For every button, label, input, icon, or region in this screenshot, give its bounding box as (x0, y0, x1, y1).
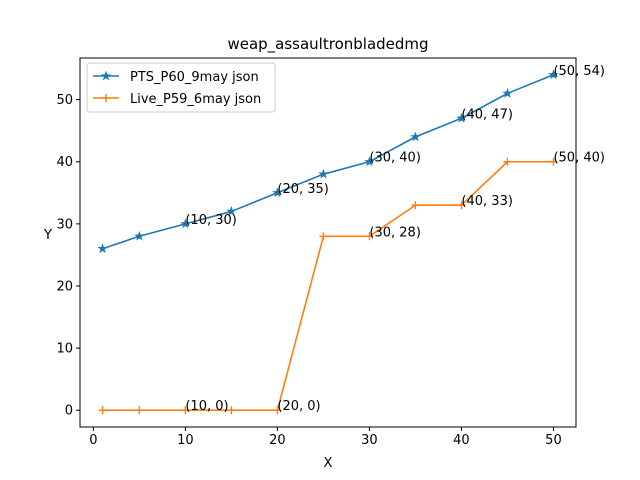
data-point (272, 187, 283, 198)
legend-box (86, 62, 276, 113)
data-annotation: (50, 40) (553, 151, 605, 166)
legend-marker (102, 94, 110, 102)
data-point (181, 406, 190, 415)
data-point (227, 406, 236, 415)
x-tick-label: 10 (177, 433, 194, 448)
x-tick-label: 20 (269, 433, 286, 448)
legend-label: PTS_P60_9may json (130, 70, 259, 85)
data-point (410, 131, 421, 142)
data-annotation: (40, 33) (461, 194, 512, 209)
x-axis-label: X (324, 456, 333, 471)
data-annotation: (20, 0) (277, 399, 320, 414)
data-point (97, 243, 108, 254)
data-annotation: (10, 0) (185, 399, 228, 414)
y-tick-label: 30 (56, 217, 73, 232)
x-tick-label: 0 (89, 433, 97, 448)
y-tick-label: 0 (65, 404, 73, 419)
x-tick-label: 50 (545, 433, 562, 448)
y-tick-label: 40 (56, 155, 73, 170)
data-point (549, 157, 558, 166)
data-point (134, 230, 145, 241)
data-point (226, 206, 237, 216)
series-2 (98, 157, 558, 415)
data-point (364, 156, 375, 167)
y-tick-label: 10 (56, 342, 73, 357)
data-point (456, 112, 467, 123)
data-point (503, 157, 512, 166)
x-tick-label: 30 (361, 433, 378, 448)
legend-label: Live_P59_6may json (130, 92, 261, 107)
data-point (548, 69, 559, 80)
data-point (98, 406, 107, 415)
data-point (135, 406, 144, 415)
data-point (180, 218, 191, 229)
y-tick-label: 20 (56, 279, 73, 294)
data-point (411, 201, 420, 210)
chart-title: weap_assaultronbladedmg (227, 35, 428, 54)
legend-marker (100, 70, 112, 81)
y-tick-label: 50 (56, 93, 73, 108)
axes: 0 10 20 30 40 50 0 10 20 30 40 50 (56, 57, 577, 448)
y-axis-label: Y (43, 228, 52, 243)
data-annotation: (30, 40) (369, 151, 421, 166)
data-annotation: (30, 28) (369, 225, 421, 240)
data-annotation: (10, 30) (185, 213, 237, 228)
data-point (457, 201, 466, 210)
data-point (502, 87, 513, 98)
data-point (319, 232, 328, 241)
data-annotation: (50, 54) (553, 64, 605, 79)
data-annotation: (40, 47) (461, 107, 512, 122)
data-point (365, 232, 374, 241)
x-tick-label: 40 (453, 433, 470, 448)
data-point (273, 406, 282, 415)
data-point (318, 168, 329, 179)
data-annotation: (20, 35) (277, 182, 329, 197)
plot-area (97, 69, 559, 415)
legend: PTS_P60_9may json Live_P59_6may json (86, 62, 276, 113)
annotations: (10, 30) (20, 35) (30, 40) (40, 47) (50, 54)… (185, 64, 605, 414)
series-1 (97, 69, 559, 254)
plot-frame (79, 57, 577, 428)
